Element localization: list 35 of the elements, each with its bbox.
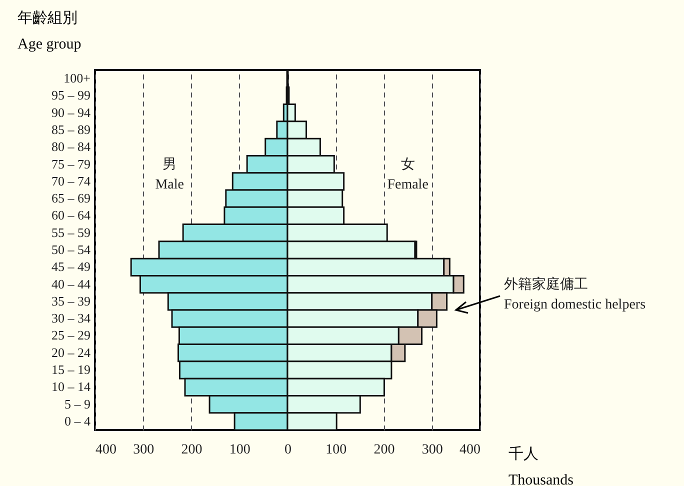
y-tick-label: 45 – 49 bbox=[52, 259, 90, 274]
y-tick-label: 70 – 74 bbox=[52, 173, 91, 188]
y-tick-label: 15 – 19 bbox=[52, 362, 90, 377]
y-tick-label: 35 – 39 bbox=[52, 293, 90, 308]
y-tick-label: 50 – 54 bbox=[52, 242, 91, 257]
x-tick-label: 0 bbox=[284, 442, 292, 458]
text: 女 Female bbox=[387, 156, 428, 192]
y-tick-label: 10 – 14 bbox=[52, 379, 91, 394]
y-tick-label: 95 – 99 bbox=[52, 88, 90, 103]
y-tick-label: 75 – 79 bbox=[52, 156, 90, 172]
x-tick-label: 400 bbox=[460, 442, 480, 458]
y-tick-label: 20 – 24 bbox=[52, 344, 91, 360]
x-tick-label: 100 bbox=[326, 442, 347, 458]
x-tick-label: 300 bbox=[133, 442, 154, 458]
x-tick-label: 300 bbox=[422, 442, 443, 458]
y-tick-label: 60 – 64 bbox=[52, 208, 91, 223]
x-tick-label: 100 bbox=[229, 442, 250, 458]
y-tick-label: 80 – 84 bbox=[52, 139, 91, 154]
y-tick-label: 0 – 4 bbox=[64, 413, 91, 428]
text: 男 Male bbox=[155, 157, 184, 192]
y-tick-label: 65 – 69 bbox=[52, 190, 90, 206]
y-tick-label: 5 – 9 bbox=[64, 396, 90, 412]
y-tick-label: 55 – 59 bbox=[52, 224, 90, 240]
y-tick-label: 85 – 89 bbox=[52, 122, 90, 137]
text: 外籍家庭傭工 Foreign domestic helpers bbox=[504, 276, 646, 312]
y-tick-label: 40 – 44 bbox=[52, 276, 91, 292]
x-axis-title: 千人 Thousands bbox=[508, 446, 574, 486]
y-axis-title: 年齡組別 Age group bbox=[18, 10, 82, 52]
y-tick-label: 30 – 34 bbox=[52, 310, 91, 326]
x-tick-label: 200 bbox=[374, 442, 395, 458]
y-tick-label: 100+ bbox=[64, 70, 90, 86]
x-tick-label: 400 bbox=[96, 442, 116, 458]
y-tick-label: 90 – 94 bbox=[52, 104, 91, 120]
x-tick-label: 200 bbox=[181, 442, 202, 458]
y-tick-label: 25 – 29 bbox=[52, 328, 90, 343]
